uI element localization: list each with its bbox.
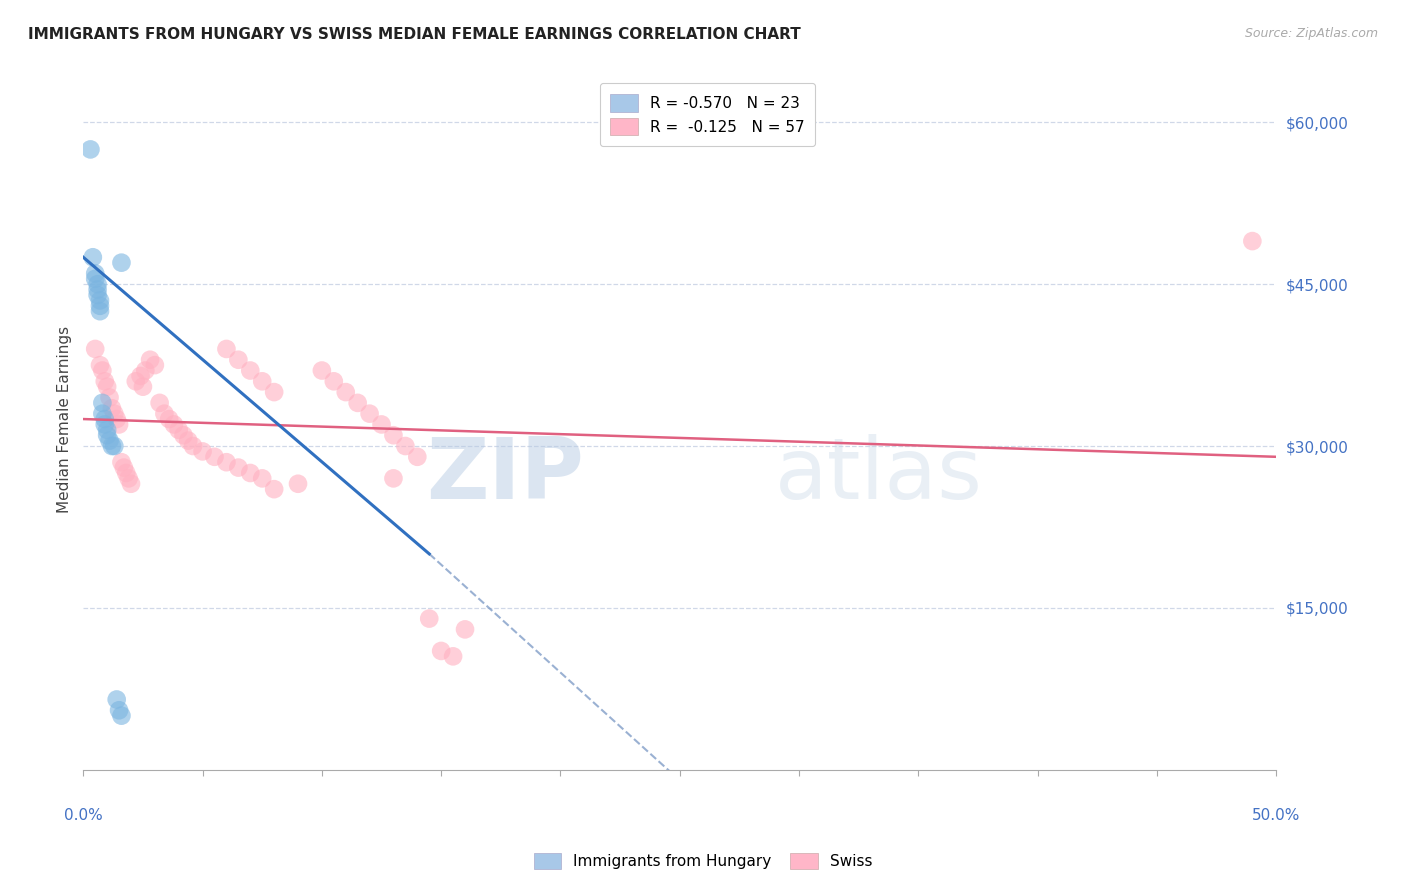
Point bbox=[418, 611, 440, 625]
Point bbox=[101, 401, 124, 416]
Point bbox=[132, 380, 155, 394]
Text: 50.0%: 50.0% bbox=[1251, 808, 1301, 823]
Point bbox=[382, 428, 405, 442]
Point bbox=[287, 476, 309, 491]
Point bbox=[91, 407, 114, 421]
Point bbox=[252, 374, 274, 388]
Point bbox=[112, 460, 135, 475]
Point bbox=[430, 644, 453, 658]
Point bbox=[263, 482, 285, 496]
Point bbox=[215, 342, 238, 356]
Y-axis label: Median Female Earnings: Median Female Earnings bbox=[58, 326, 72, 513]
Point bbox=[157, 412, 180, 426]
Point bbox=[441, 649, 464, 664]
Point bbox=[94, 412, 117, 426]
Point bbox=[89, 293, 111, 308]
Point bbox=[191, 444, 214, 458]
Point bbox=[125, 374, 148, 388]
Point bbox=[181, 439, 204, 453]
Text: atlas: atlas bbox=[775, 434, 983, 516]
Point bbox=[117, 471, 139, 485]
Point bbox=[82, 250, 104, 264]
Point bbox=[84, 272, 107, 286]
Point bbox=[108, 703, 131, 717]
Point bbox=[96, 423, 118, 437]
Point bbox=[94, 374, 117, 388]
Point bbox=[98, 434, 121, 448]
Point bbox=[204, 450, 226, 464]
Point bbox=[89, 358, 111, 372]
Point bbox=[105, 412, 128, 426]
Point bbox=[105, 692, 128, 706]
Point bbox=[101, 439, 124, 453]
Point bbox=[406, 450, 429, 464]
Legend: R = -0.570   N = 23, R =  -0.125   N = 57: R = -0.570 N = 23, R = -0.125 N = 57 bbox=[599, 83, 815, 146]
Point bbox=[89, 299, 111, 313]
Point bbox=[89, 304, 111, 318]
Point bbox=[215, 455, 238, 469]
Point bbox=[86, 283, 108, 297]
Point bbox=[163, 417, 186, 432]
Point bbox=[239, 466, 262, 480]
Text: 0.0%: 0.0% bbox=[63, 808, 103, 823]
Point bbox=[228, 352, 250, 367]
Point bbox=[382, 471, 405, 485]
Point bbox=[129, 368, 152, 383]
Point bbox=[322, 374, 344, 388]
Point bbox=[239, 363, 262, 377]
Point bbox=[91, 396, 114, 410]
Point bbox=[252, 471, 274, 485]
Point bbox=[346, 396, 368, 410]
Point bbox=[134, 363, 156, 377]
Point bbox=[454, 623, 477, 637]
Point bbox=[153, 407, 176, 421]
Point bbox=[335, 385, 357, 400]
Point bbox=[120, 476, 142, 491]
Point bbox=[311, 363, 333, 377]
Point bbox=[96, 428, 118, 442]
Point bbox=[173, 428, 195, 442]
Point bbox=[115, 466, 138, 480]
Point bbox=[177, 434, 200, 448]
Point bbox=[149, 396, 172, 410]
Text: ZIP: ZIP bbox=[426, 434, 585, 516]
Point bbox=[103, 439, 125, 453]
Point bbox=[91, 363, 114, 377]
Point bbox=[228, 460, 250, 475]
Point bbox=[263, 385, 285, 400]
Point bbox=[394, 439, 416, 453]
Text: IMMIGRANTS FROM HUNGARY VS SWISS MEDIAN FEMALE EARNINGS CORRELATION CHART: IMMIGRANTS FROM HUNGARY VS SWISS MEDIAN … bbox=[28, 27, 801, 42]
Point bbox=[1241, 234, 1264, 248]
Point bbox=[110, 708, 132, 723]
Point bbox=[143, 358, 166, 372]
Point bbox=[110, 255, 132, 269]
Point bbox=[98, 391, 121, 405]
Point bbox=[79, 143, 101, 157]
Point bbox=[359, 407, 381, 421]
Point bbox=[96, 380, 118, 394]
Point bbox=[108, 417, 131, 432]
Point bbox=[167, 423, 190, 437]
Point bbox=[86, 277, 108, 292]
Point bbox=[370, 417, 392, 432]
Text: Source: ZipAtlas.com: Source: ZipAtlas.com bbox=[1244, 27, 1378, 40]
Point bbox=[103, 407, 125, 421]
Point bbox=[94, 417, 117, 432]
Point bbox=[139, 352, 162, 367]
Point bbox=[84, 267, 107, 281]
Point bbox=[86, 288, 108, 302]
Point bbox=[84, 342, 107, 356]
Legend: Immigrants from Hungary, Swiss: Immigrants from Hungary, Swiss bbox=[527, 847, 879, 875]
Point bbox=[110, 455, 132, 469]
